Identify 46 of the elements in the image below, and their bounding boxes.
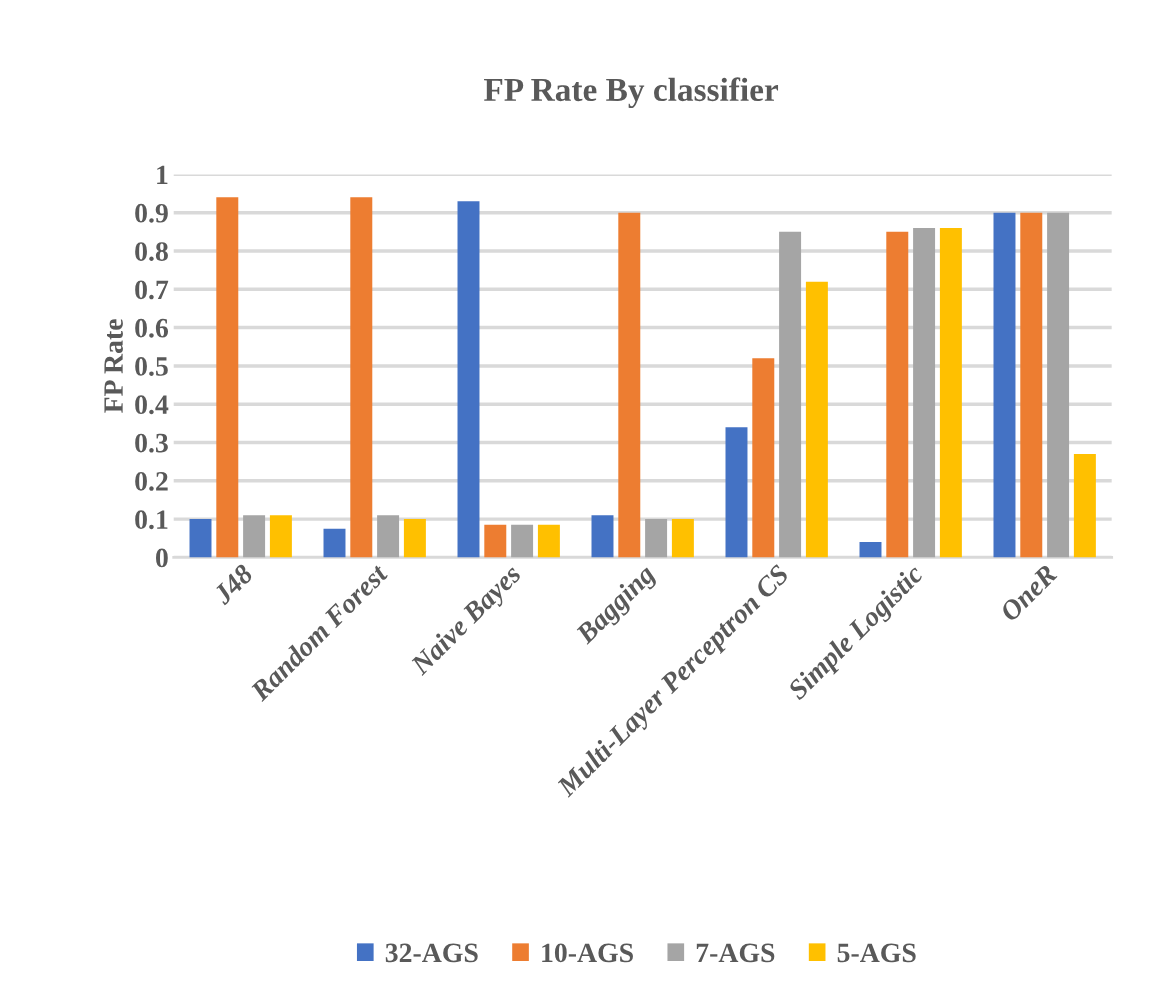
bar [671,519,694,558]
bar [859,542,882,558]
bar [350,197,373,558]
bar [457,201,480,558]
bar [537,524,560,558]
bar [886,231,909,558]
bar [403,519,426,558]
bar [511,524,534,558]
bar [913,228,936,558]
y-tick-label: 0.2 [135,471,168,491]
bar [1020,212,1043,558]
legend-label: 10-AGS [542,943,633,963]
y-tick-label: 0.5 [135,357,168,376]
y-tick-label: 0.1 [135,510,168,530]
legend-label: 32-AGS [385,943,478,963]
bar [1073,454,1096,558]
bar [805,281,828,558]
chart-title: FP Rate By classifier [484,77,779,108]
bar [725,427,748,558]
bar [645,519,668,558]
x-tick-label: J48 [211,563,255,606]
y-tick-label: 0.6 [135,318,169,338]
bar [939,228,962,558]
bar [269,515,292,558]
bar [216,197,239,558]
y-tick-label: 0.7 [135,280,169,300]
bar [189,519,212,558]
y-tick-label: 0 [156,548,168,568]
y-tick-label: 0.8 [135,242,168,262]
bar [591,515,614,558]
bar [243,515,266,558]
legend-label: 5-AGS [837,943,916,963]
y-tick-label: 0.3 [135,433,168,453]
legend-label: 7-AGS [696,943,775,963]
bar [377,515,400,558]
bar [993,212,1016,558]
y-tick-label: 0.4 [135,395,169,415]
bar [1047,212,1070,558]
bar [484,524,507,558]
bar [323,528,346,558]
y-tick-label: 0.9 [135,203,168,223]
y-tick-label: 1 [157,165,168,185]
bar [779,231,802,558]
y-axis-title: FP Rate [104,319,123,413]
bar [618,212,641,558]
bar [752,358,775,558]
